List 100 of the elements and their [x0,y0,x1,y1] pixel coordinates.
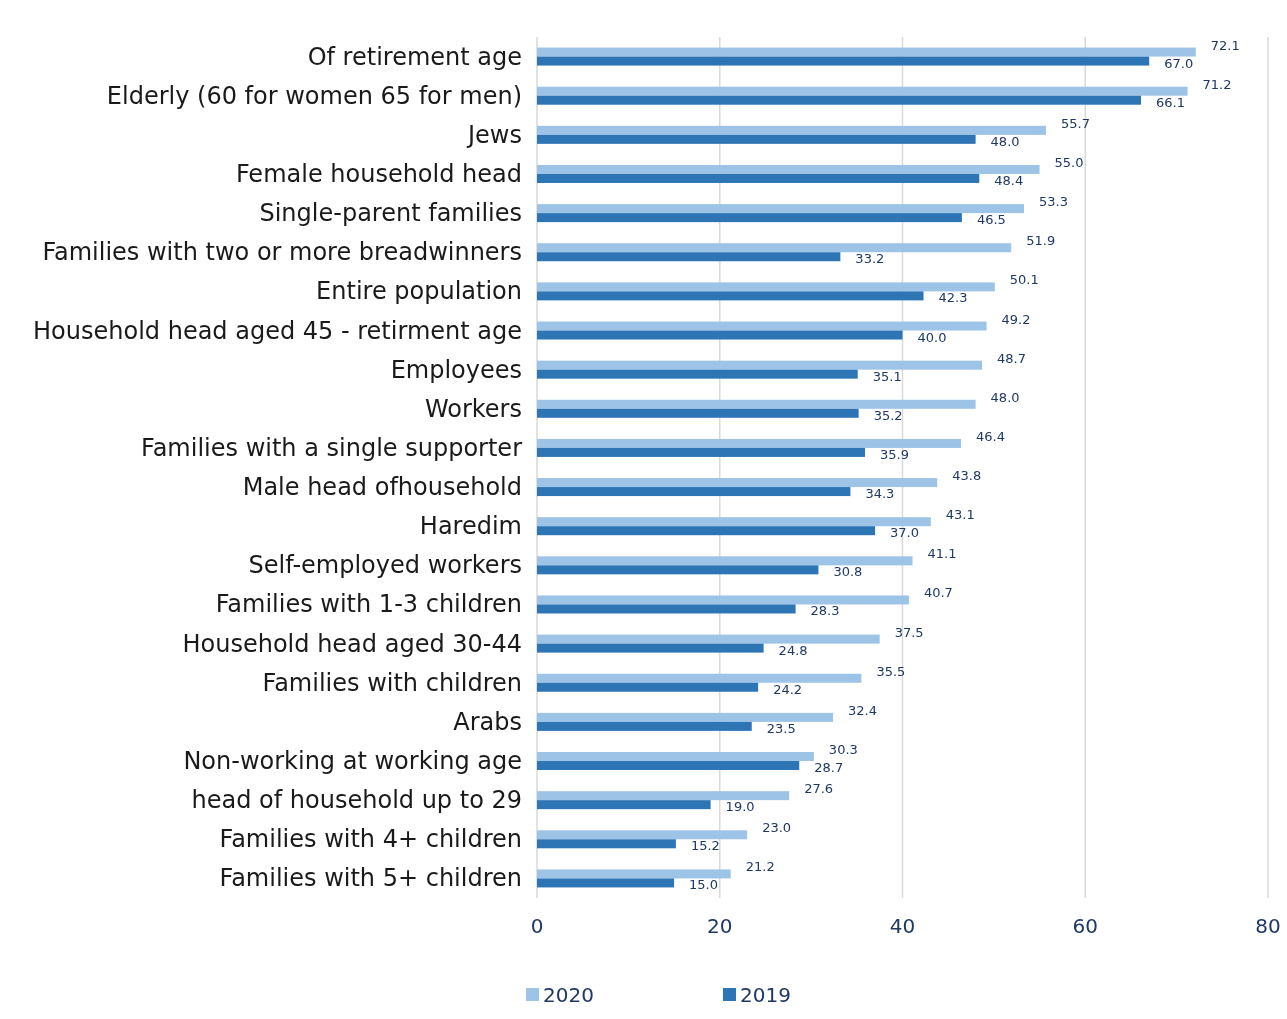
data-label: 35.9 [880,446,909,462]
legend-label: 2019 [740,983,791,1007]
data-label: 71.2 [1202,76,1232,92]
x-tick-label: 40 [889,914,916,938]
data-label: 42.3 [938,290,968,306]
data-label: 15.0 [689,877,719,893]
data-label: 24.2 [773,681,803,697]
bar [537,878,675,888]
bar [537,839,676,849]
y-tick-label: Arabs [453,707,522,736]
bar [537,761,800,771]
bar [537,447,866,457]
bar [537,213,962,223]
y-tick-label: Families with a single supporter [141,433,523,462]
data-label: 23.5 [766,720,796,736]
data-label: 35.2 [873,407,903,423]
bar [537,526,876,536]
bar [537,321,987,331]
bar [537,408,859,418]
bar [537,164,1040,174]
bar [537,243,1012,253]
x-tick-label: 20 [707,914,733,938]
bar [537,712,834,722]
y-tick-label: head of household up to 29 [191,786,522,815]
data-label: 67.0 [1164,55,1194,71]
bar [537,478,938,488]
bar [537,399,976,409]
bar [537,330,903,340]
data-label: 35.1 [872,368,902,384]
data-label: 21.2 [745,859,775,875]
bar [537,291,924,301]
bar [537,252,841,262]
data-label: 23.0 [762,820,792,836]
data-label: 33.2 [855,251,885,267]
data-label: 48.7 [997,350,1026,366]
bar [537,791,790,801]
data-label: 43.1 [945,507,975,523]
bar [537,643,764,653]
data-label: 48.0 [990,389,1020,405]
data-label: 50.1 [1009,272,1039,288]
data-label: 51.9 [1026,233,1056,249]
data-label: 48.0 [990,133,1020,149]
y-tick-label: Families with 5+ children [219,864,522,893]
bar [537,830,748,840]
data-label: 34.3 [865,486,895,502]
y-tick-label: Jews [466,120,522,149]
bar [537,86,1188,96]
data-label: 72.1 [1210,37,1240,53]
data-label: 19.0 [725,799,755,815]
data-label: 41.1 [927,546,957,562]
x-tick-label: 80 [1255,914,1281,938]
x-tick-label: 60 [1072,914,1098,938]
data-label: 24.8 [778,642,808,658]
bar [537,604,796,614]
bar [537,556,913,566]
bar [537,47,1196,57]
data-label: 30.8 [833,564,863,580]
bar [537,360,982,370]
bar [537,95,1141,105]
y-tick-label: Self-employed workers [248,551,522,580]
data-label: 40.7 [923,585,953,601]
y-tick-label: Families with 1-3 children [215,590,522,619]
data-label: 46.4 [975,428,1005,444]
y-tick-label: Families with children [262,668,522,697]
y-tick-label: Workers [424,394,522,423]
data-label: 35.5 [876,663,906,679]
bar [537,800,711,810]
y-tick-label: Families with two or more breadwinners [42,238,522,267]
bar [537,869,731,879]
data-label: 53.3 [1039,194,1068,210]
data-label: 30.3 [828,742,858,758]
data-label: 27.6 [804,781,834,797]
bar [537,565,819,575]
data-label: 43.8 [952,468,982,484]
bar [537,682,759,692]
data-label: 37.0 [890,525,920,541]
bar [537,438,961,448]
data-label: 49.2 [1001,311,1031,327]
x-tick-label: 0 [530,914,544,938]
data-label: 48.4 [994,172,1024,188]
bar [537,369,858,379]
data-label: 37.5 [894,624,924,640]
bar [537,634,880,644]
bar [537,134,976,144]
bar [537,282,995,292]
y-tick-label: Household head aged 30-44 [182,629,522,658]
data-label: 55.7 [1060,115,1090,131]
y-tick-label: Of retirement age [307,42,522,71]
y-tick-label: Haredim [419,512,522,541]
bar [537,595,909,605]
bar [537,673,862,683]
y-tick-label: Male head ofhousehold [242,473,522,502]
bar [537,487,851,497]
data-label: 66.1 [1155,94,1185,110]
y-tick-label: Entire population [316,277,522,306]
data-label: 40.0 [917,329,947,345]
bar [537,204,1025,214]
bar [537,517,931,527]
y-tick-label: Elderly (60 for women 65 for men) [106,81,522,110]
y-tick-label: Household head aged 45 - retirment age [33,316,522,345]
